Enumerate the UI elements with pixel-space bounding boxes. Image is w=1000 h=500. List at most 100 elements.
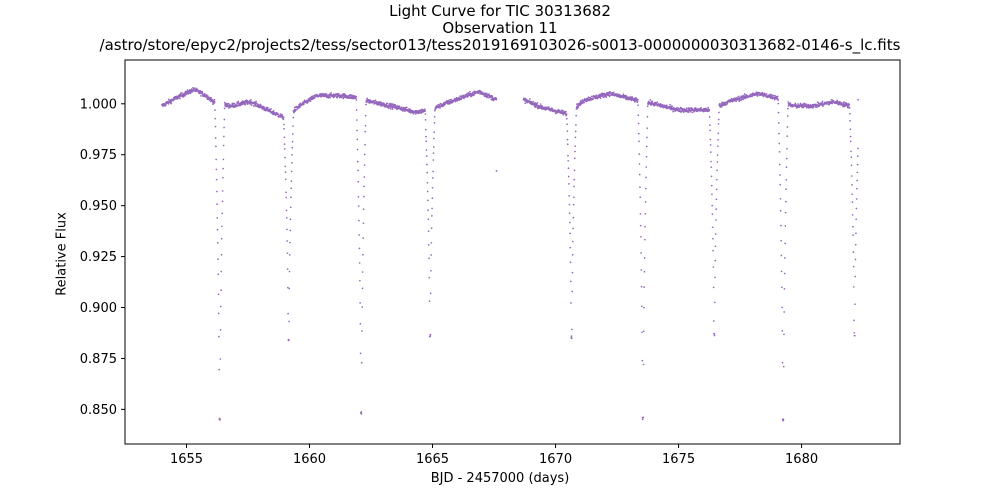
flux-point xyxy=(717,138,719,141)
flux-point xyxy=(342,97,345,100)
flux-point xyxy=(644,212,647,215)
flux-point xyxy=(567,175,570,178)
flux-point xyxy=(524,102,527,105)
flux-point xyxy=(856,163,859,166)
flux-point xyxy=(651,100,654,103)
flux-point xyxy=(363,185,365,188)
flux-point xyxy=(710,160,712,163)
flux-point xyxy=(639,196,642,199)
flux-point xyxy=(711,204,714,207)
flux-point xyxy=(287,339,290,341)
flux-point xyxy=(569,246,572,249)
flux-point xyxy=(361,271,364,273)
flux-point xyxy=(640,252,642,254)
flux-point xyxy=(266,106,269,109)
flux-point xyxy=(782,365,785,368)
flux-point xyxy=(427,230,430,233)
flux-point xyxy=(715,198,718,201)
flux-point xyxy=(754,94,757,96)
flux-point xyxy=(425,135,427,138)
flux-point xyxy=(453,97,456,100)
flux-point xyxy=(213,101,216,103)
x-axis: 1655 1660 1665 1670 1675 1680 xyxy=(170,444,818,467)
flux-point xyxy=(574,150,576,153)
flux-point xyxy=(215,145,217,148)
flux-point xyxy=(848,103,851,106)
flux-point xyxy=(743,93,746,95)
flux-point xyxy=(773,98,776,101)
flux-point xyxy=(495,98,498,101)
flux-point xyxy=(425,149,428,151)
flux-point xyxy=(363,164,366,166)
flux-point xyxy=(390,102,392,105)
flux-point xyxy=(286,252,289,255)
flux-point xyxy=(220,253,223,256)
flux-point xyxy=(427,199,429,202)
flux-point xyxy=(222,144,225,147)
flux-point xyxy=(179,97,181,100)
flux-point xyxy=(763,92,766,95)
flux-point xyxy=(638,153,641,155)
flux-point xyxy=(286,240,289,242)
flux-point xyxy=(852,286,855,288)
flux-point xyxy=(709,144,712,146)
flux-point xyxy=(646,127,649,130)
flux-point xyxy=(806,106,808,109)
flux-point xyxy=(794,102,797,105)
flux-point xyxy=(427,244,430,246)
flux-point xyxy=(716,154,719,156)
flux-point xyxy=(424,113,427,115)
flux-point xyxy=(437,103,440,106)
flux-point xyxy=(608,95,611,98)
flux-point xyxy=(216,242,219,244)
flux-point xyxy=(291,153,293,156)
flux-point xyxy=(426,181,429,184)
flux-point xyxy=(286,228,288,231)
flux-point xyxy=(360,411,363,413)
flux-point xyxy=(433,122,436,124)
y-tick-label: 1.000 xyxy=(80,97,117,112)
flux-point xyxy=(203,92,206,95)
flux-point xyxy=(284,178,287,181)
flux-point xyxy=(646,115,649,118)
flux-point xyxy=(572,227,574,230)
flux-point xyxy=(388,106,391,108)
flux-point xyxy=(686,107,688,110)
flux-point xyxy=(536,102,539,104)
flux-point xyxy=(639,213,642,215)
flux-point xyxy=(803,102,806,105)
flux-point xyxy=(711,193,713,196)
flux-point xyxy=(786,115,789,117)
flux-point xyxy=(429,335,432,337)
flux-point xyxy=(362,253,364,256)
flux-point xyxy=(219,305,222,308)
flux-point xyxy=(284,148,286,150)
flux-point xyxy=(782,418,785,421)
flux-point xyxy=(649,99,652,101)
flux-point xyxy=(759,92,761,94)
flux-point xyxy=(201,92,204,95)
y-axis-label: Relative Flux xyxy=(54,212,70,296)
flux-point xyxy=(575,114,578,117)
flux-point xyxy=(356,138,359,141)
flux-point xyxy=(569,232,571,235)
flux-point xyxy=(460,95,462,97)
flux-point xyxy=(214,137,217,139)
flux-point xyxy=(572,216,575,219)
flux-point xyxy=(637,114,640,117)
flux-point xyxy=(714,276,716,279)
flux-point xyxy=(210,96,212,99)
flux-point xyxy=(288,287,291,290)
flux-point xyxy=(283,127,285,130)
flux-point xyxy=(201,90,204,93)
flux-point xyxy=(571,254,574,256)
flux-point xyxy=(645,166,648,168)
flux-point xyxy=(756,95,759,97)
flux-point xyxy=(850,164,853,167)
flux-point xyxy=(288,320,290,323)
flux-point xyxy=(702,110,705,113)
flux-point xyxy=(786,135,789,138)
flux-point xyxy=(374,99,377,102)
flux-point xyxy=(283,143,286,146)
